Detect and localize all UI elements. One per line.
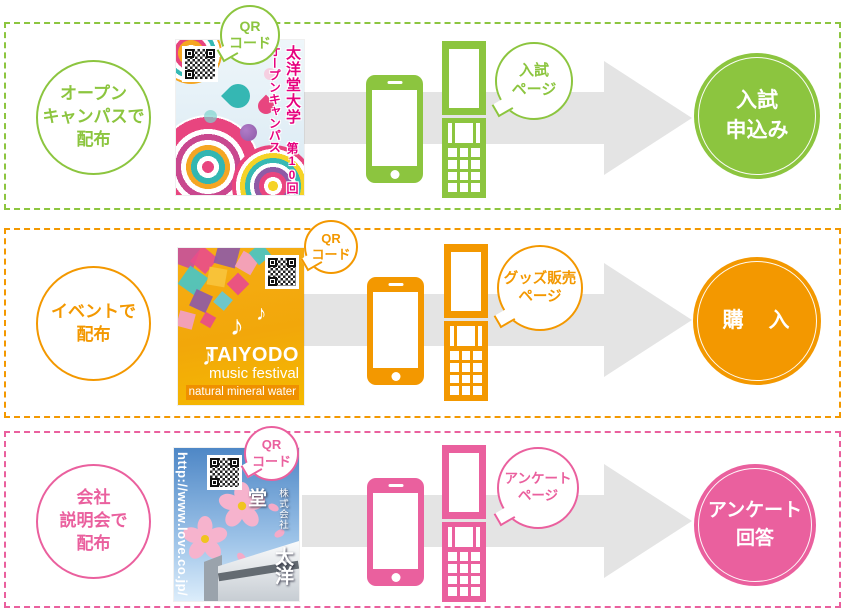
decor-cube xyxy=(199,311,217,329)
feature-phone-icon xyxy=(442,41,486,198)
page-bubble-label: 入試 ページ xyxy=(511,62,557,98)
decor-drop xyxy=(221,79,255,113)
phone-screen xyxy=(449,49,479,108)
flow-row-event: イベントで 配布 ♪ ♪ ♪ TAIYODO music festival xyxy=(4,220,841,418)
phone-home-button xyxy=(390,170,399,179)
qr-callout-bubble: QR コード xyxy=(240,426,299,481)
qr-callout-label: QR コード xyxy=(229,17,271,52)
qr-callout-bubble: QR コード xyxy=(300,220,358,274)
result-circle: 入試 申込み xyxy=(694,53,820,179)
distribution-circle: イベントで 配布 xyxy=(36,266,151,381)
page-bubble: グッズ販売 ページ xyxy=(493,245,583,331)
flip-phone-bottom xyxy=(442,522,486,602)
page-bubble: アンケート ページ xyxy=(493,447,579,529)
building-image xyxy=(204,537,299,601)
phone-speaker xyxy=(388,283,403,286)
company-name: 太洋堂 xyxy=(245,488,293,585)
flip-phone-keypad xyxy=(448,552,480,596)
qr-callout-label: QR コード xyxy=(251,437,291,469)
phone-screen xyxy=(373,493,418,569)
flow-arrow-head xyxy=(604,464,692,578)
decor-dot xyxy=(204,110,217,123)
distribution-circle: 会社 説明会で 配布 xyxy=(36,464,151,579)
phone-screen xyxy=(373,292,418,368)
result-circle: アンケート 回答 xyxy=(694,464,816,586)
flip-phone-bottom xyxy=(444,321,488,401)
page-bubble-label: グッズ販売 ページ xyxy=(503,270,577,305)
feature-phone-icon xyxy=(444,244,488,401)
decor-dot xyxy=(264,68,276,80)
phone-screen xyxy=(449,453,479,512)
flip-phone-keypad xyxy=(450,351,482,395)
page-bubble: 入試 ページ xyxy=(491,42,573,120)
decor-cube xyxy=(226,272,250,296)
poster-url-vertical: http://www.love.co.jp/ xyxy=(175,452,190,597)
poster-title-line: 太洋堂大学 xyxy=(284,45,301,125)
flip-phone-top xyxy=(444,244,488,318)
flip-phone-nav xyxy=(448,527,480,547)
decor-cube xyxy=(178,310,196,330)
phone-speaker xyxy=(387,81,402,84)
building-side xyxy=(204,555,222,601)
poster-music-festival: ♪ ♪ ♪ TAIYODO music festival natural min… xyxy=(178,248,304,405)
page-bubble-label: アンケート ページ xyxy=(504,471,572,503)
phone-screen xyxy=(451,252,481,311)
qr-callout-label: QR コード xyxy=(311,230,351,262)
flip-phone-top xyxy=(442,445,486,519)
music-note-icon: ♪ xyxy=(230,310,244,341)
flip-phone-keypad xyxy=(448,148,480,192)
poster-company: http://www.love.co.jp/ 株式会社 太洋堂 xyxy=(174,448,299,601)
flip-phone-nav xyxy=(448,123,480,143)
flip-phone-nav xyxy=(450,326,482,346)
flow-row-open-campus: オープン キャンパスで 配布 太洋堂大学 第10回オープンキャンパス QR コー… xyxy=(4,5,841,210)
smartphone-icon xyxy=(366,75,423,183)
poster-title-block: TAIYODO music festival natural mineral w… xyxy=(185,343,299,400)
poster-title-vertical: 太洋堂大学 第10回オープンキャンパス xyxy=(266,45,301,195)
decor-dot xyxy=(240,124,257,141)
smartphone-icon xyxy=(367,277,424,385)
qr-callout-bubble: QR コード xyxy=(216,5,280,65)
poster-company-vertical: 株式会社 太洋堂 xyxy=(242,488,296,601)
decor-cube xyxy=(213,291,233,311)
distribution-circle: オープン キャンパスで 配布 xyxy=(36,60,151,175)
flow-arrow-head xyxy=(604,61,692,175)
flow-arrow-head xyxy=(604,263,692,377)
sakura-icon xyxy=(182,516,228,559)
flip-phone-bottom xyxy=(442,118,486,198)
music-note-icon: ♪ xyxy=(256,302,267,325)
flip-phone-top xyxy=(442,41,486,115)
qr-code-icon xyxy=(207,455,242,490)
poster-title-line: 第10回オープンキャンパス xyxy=(267,45,299,194)
smartphone-icon xyxy=(367,478,424,586)
phone-home-button xyxy=(391,573,400,582)
poster-tagline: natural mineral water xyxy=(185,385,299,400)
result-circle: 購 入 xyxy=(693,257,821,385)
company-prefix: 株式会社 xyxy=(277,488,288,530)
decor-cube xyxy=(206,266,228,288)
qr-code-icon xyxy=(182,46,218,82)
music-note-icon: ♪ xyxy=(202,344,214,371)
poster-brand: TAIYODO xyxy=(205,343,299,366)
phone-screen xyxy=(372,90,417,166)
phone-speaker xyxy=(388,484,403,487)
phone-home-button xyxy=(391,372,400,381)
qr-code-icon xyxy=(265,255,299,289)
feature-phone-icon xyxy=(442,445,486,602)
poster-subtitle: music festival xyxy=(208,364,299,382)
poster-open-campus: 太洋堂大学 第10回オープンキャンパス xyxy=(176,40,304,195)
flow-row-company-briefing: 会社 説明会で 配布 xyxy=(4,426,841,608)
